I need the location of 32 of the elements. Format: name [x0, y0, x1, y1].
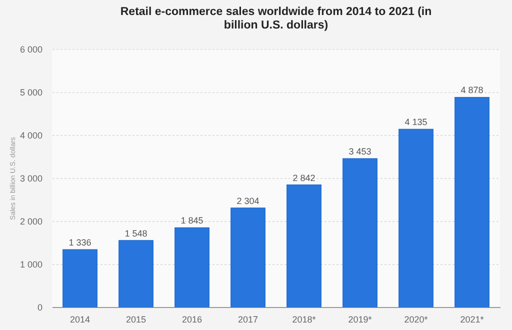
data-label: 1 336: [68, 238, 92, 248]
x-tick-label: 2016: [182, 314, 202, 324]
bar: [342, 158, 378, 308]
data-label: 4 135: [404, 117, 428, 128]
y-tick-label: 1 000: [20, 260, 42, 270]
bar: [398, 128, 434, 308]
data-label: 1 548: [124, 228, 148, 238]
chart-title: Retail e-commerce sales worldwide from 2014 to 2021 (in billion U.S. dollars): [120, 6, 432, 32]
data-label: 2 304: [236, 196, 260, 206]
data-label: 1 845: [180, 216, 204, 226]
bar: [174, 227, 210, 308]
bar: [118, 240, 154, 308]
data-label: 3 453: [348, 146, 372, 157]
y-tick-label: 4 000: [20, 130, 42, 140]
x-tick-label: 2020*: [404, 314, 428, 324]
y-tick-label: 3 000: [20, 174, 42, 184]
y-tick-label: 5 000: [20, 88, 42, 98]
y-tick-label: 2 000: [20, 216, 42, 226]
bar: [454, 96, 490, 308]
bar: [230, 208, 266, 308]
x-tick-label: 2017: [238, 314, 258, 324]
x-tick-label: 2014: [70, 314, 90, 324]
x-tick-label: 2021*: [460, 314, 484, 324]
x-tick-label: 2015: [126, 314, 146, 324]
bar: [286, 184, 322, 308]
bar: [62, 249, 98, 308]
x-tick-label: 2019*: [348, 314, 372, 324]
data-label: 4 878: [460, 85, 484, 96]
x-tick-label: 2018*: [292, 314, 316, 324]
y-tick-label: 0: [37, 302, 42, 312]
y-tick-label: 6 000: [20, 44, 42, 54]
data-label: 2 842: [292, 172, 316, 183]
